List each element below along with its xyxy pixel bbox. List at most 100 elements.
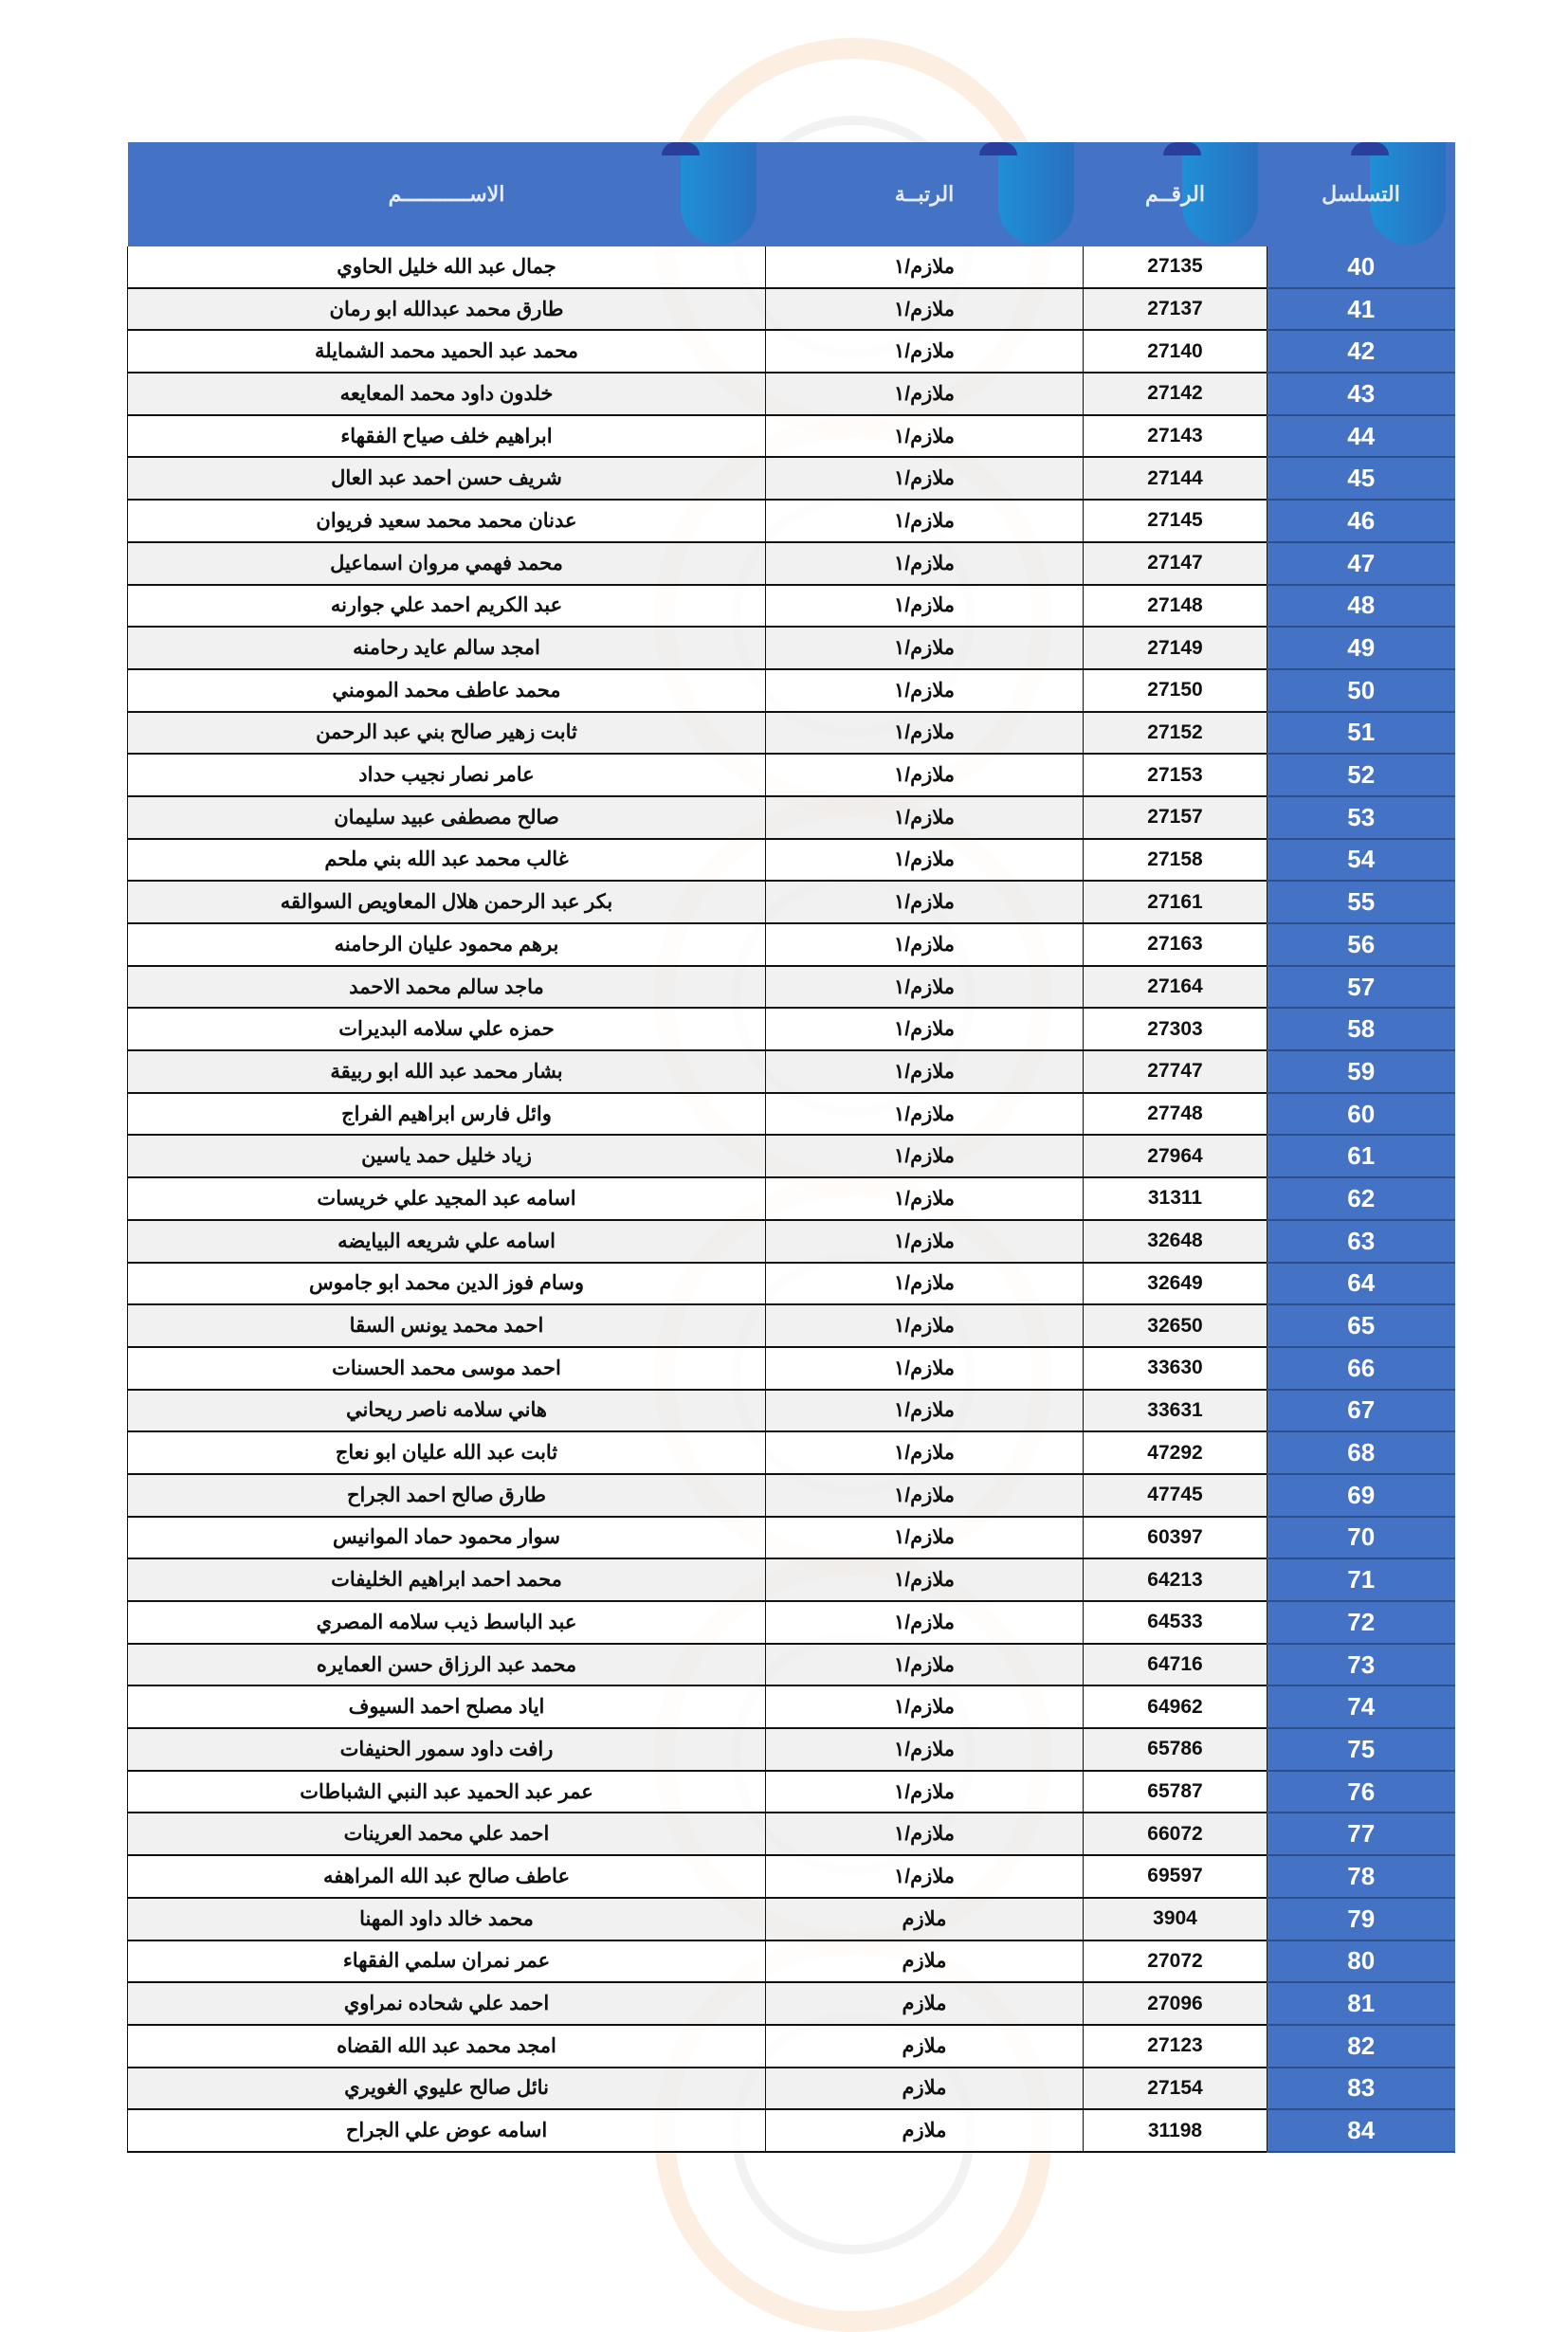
number-cell: 65786: [1083, 1728, 1267, 1772]
number-cell: 27149: [1083, 627, 1267, 670]
name-cell: عمر نمران سلمي الفقهاء: [127, 1940, 766, 1984]
name-cell: اسامه عبد المجيد علي خريسات: [127, 1177, 766, 1221]
number-cell: 27140: [1083, 330, 1267, 374]
header-number: الرقــم: [1083, 142, 1267, 246]
seq-cell: 74: [1267, 1685, 1455, 1730]
rank-cell: ملازم/١: [765, 1135, 1084, 1179]
seq-cell: 61: [1267, 1135, 1455, 1179]
name-cell: احمد محمد يونس السقا: [127, 1304, 766, 1348]
name-cell: سوار محمود حماد الموانيس: [127, 1516, 766, 1560]
table-row: 57 27164 ملازم/١ ماجد سالم محمد الاحمد: [127, 965, 1455, 1010]
rank-cell: ملازم/١: [765, 500, 1084, 543]
name-cell: عبد الكريم احمد علي جوارنه: [127, 584, 766, 629]
table-row: 70 60397 ملازم/١ سوار محمود حماد الموانيس: [127, 1516, 1455, 1560]
table-row: 82 27123 ملازم امجد محمد عبد الله القضاه: [127, 2024, 1455, 2068]
seq-cell: 82: [1267, 2024, 1455, 2068]
table-row: 54 27158 ملازم/١ غالب محمد عبد الله بني ملح…: [127, 838, 1455, 883]
rank-cell: ملازم/١: [765, 1304, 1084, 1348]
rank-cell: ملازم/١: [765, 287, 1084, 332]
number-cell: 66072: [1083, 1813, 1267, 1857]
table-row: 80 27072 ملازم عمر نمران سلمي الفقهاء: [127, 1940, 1455, 1984]
number-cell: 27163: [1083, 923, 1267, 967]
table-row: 46 27145 ملازم/١ عدنان محمد محمد سعيد فريوا…: [127, 500, 1455, 543]
rank-cell: ملازم: [765, 2024, 1084, 2068]
table-row: 76 65787 ملازم/١ عمر عبد الحميد عبد النبي ا…: [127, 1770, 1455, 1814]
name-cell: بشار محمد عبد الله ابو ربيقة: [127, 1050, 766, 1094]
number-cell: 47745: [1083, 1473, 1267, 1518]
name-cell: ثابت عبد الله عليان ابو نعاج: [127, 1431, 766, 1475]
table-row: 55 27161 ملازم/١ بكر عبد الرحمن هلال المعاو…: [127, 881, 1455, 924]
rank-cell: ملازم/١: [765, 1558, 1084, 1602]
table-row: 62 31311 ملازم/١ اسامه عبد المجيد علي خريسا…: [127, 1177, 1455, 1221]
number-cell: 27748: [1083, 1092, 1267, 1137]
seq-cell: 73: [1267, 1643, 1455, 1687]
table-row: 56 27163 ملازم/١ برهم محمود عليان الرحامنه: [127, 923, 1455, 967]
rank-cell: ملازم/١: [765, 881, 1084, 924]
number-cell: 47292: [1083, 1431, 1267, 1475]
name-cell: امجد سالم عايد رحامنه: [127, 627, 766, 670]
table-row: 73 64716 ملازم/١ محمد عبد الرزاق حسن العماي…: [127, 1643, 1455, 1687]
number-cell: 33630: [1083, 1346, 1267, 1391]
table-header: التسلسل الرقــم الرتبــة الاســـــــــــ…: [127, 142, 1455, 246]
name-cell: نائل صالح عليوي الغويري: [127, 2067, 766, 2111]
rank-cell: ملازم/١: [765, 1685, 1084, 1730]
seq-cell: 84: [1267, 2109, 1455, 2153]
seq-cell: 49: [1267, 627, 1455, 670]
name-cell: خلدون داود محمد المعايعه: [127, 373, 766, 416]
seq-cell: 69: [1267, 1473, 1455, 1518]
number-cell: 64962: [1083, 1685, 1267, 1730]
rank-cell: ملازم/١: [765, 541, 1084, 586]
number-cell: 32650: [1083, 1304, 1267, 1348]
rank-cell: ملازم/١: [765, 838, 1084, 883]
rank-cell: ملازم/١: [765, 584, 1084, 629]
rank-cell: ملازم/١: [765, 1092, 1084, 1137]
seq-cell: 41: [1267, 287, 1455, 332]
rank-cell: ملازم/١: [765, 711, 1084, 756]
number-cell: 27158: [1083, 838, 1267, 883]
number-cell: 27161: [1083, 881, 1267, 924]
name-cell: محمد احمد ابراهيم الخليفات: [127, 1558, 766, 1602]
name-cell: عاطف صالح عبد الله المراهفه: [127, 1855, 766, 1899]
number-cell: 27152: [1083, 711, 1267, 756]
seq-cell: 71: [1267, 1558, 1455, 1602]
number-cell: 27135: [1083, 246, 1267, 289]
number-cell: 3904: [1083, 1897, 1267, 1941]
name-cell: جمال عبد الله خليل الحاوي: [127, 246, 766, 289]
table-row: 43 27142 ملازم/١ خلدون داود محمد المعايعه: [127, 373, 1455, 416]
name-cell: اياد مصلح احمد السيوف: [127, 1685, 766, 1730]
number-cell: 69597: [1083, 1855, 1267, 1899]
number-cell: 27164: [1083, 965, 1267, 1010]
name-cell: محمد عاطف محمد المومني: [127, 668, 766, 713]
name-cell: بكر عبد الرحمن هلال المعاويص السوالقه: [127, 881, 766, 924]
number-cell: 27747: [1083, 1050, 1267, 1094]
header-name: الاســـــــــــم: [127, 142, 766, 246]
table-row: 48 27148 ملازم/١ عبد الكريم احمد علي جوارنه: [127, 584, 1455, 629]
table-row: 50 27150 ملازم/١ محمد عاطف محمد المومني: [127, 668, 1455, 713]
seq-cell: 44: [1267, 414, 1455, 459]
rank-cell: ملازم: [765, 2109, 1084, 2153]
table-row: 59 27747 ملازم/١ بشار محمد عبد الله ابو ربي…: [127, 1050, 1455, 1094]
table-row: 84 31198 ملازم اسامه عوض علي الجراح: [127, 2109, 1455, 2153]
name-cell: حمزه علي سلامه البديرات: [127, 1008, 766, 1052]
table-row: 66 33630 ملازم/١ احمد موسى محمد الحسنات: [127, 1346, 1455, 1391]
seq-cell: 64: [1267, 1262, 1455, 1306]
name-cell: ثابت زهير صالح بني عبد الرحمن: [127, 711, 766, 756]
name-cell: عدنان محمد محمد سعيد فريوان: [127, 500, 766, 543]
number-cell: 33631: [1083, 1389, 1267, 1433]
seq-cell: 77: [1267, 1813, 1455, 1857]
name-cell: عبد الباسط ذيب سلامه المصري: [127, 1601, 766, 1645]
seq-cell: 45: [1267, 457, 1455, 501]
seq-cell: 46: [1267, 500, 1455, 543]
table-row: 53 27157 ملازم/١ صالح مصطفى عبيد سليمان: [127, 795, 1455, 840]
name-cell: احمد علي شحاده نمراوي: [127, 1982, 766, 2026]
seq-cell: 57: [1267, 965, 1455, 1010]
name-cell: طارق محمد عبدالله ابو رمان: [127, 287, 766, 332]
seq-cell: 68: [1267, 1431, 1455, 1475]
seq-cell: 50: [1267, 668, 1455, 713]
number-cell: 32649: [1083, 1262, 1267, 1306]
name-cell: ابراهيم خلف صياح الفقهاء: [127, 414, 766, 459]
rank-cell: ملازم/١: [765, 1346, 1084, 1391]
seq-cell: 75: [1267, 1728, 1455, 1772]
name-cell: محمد عبد الرزاق حسن العمايره: [127, 1643, 766, 1687]
table-row: 69 47745 ملازم/١ طارق صالح احمد الجراح: [127, 1473, 1455, 1518]
